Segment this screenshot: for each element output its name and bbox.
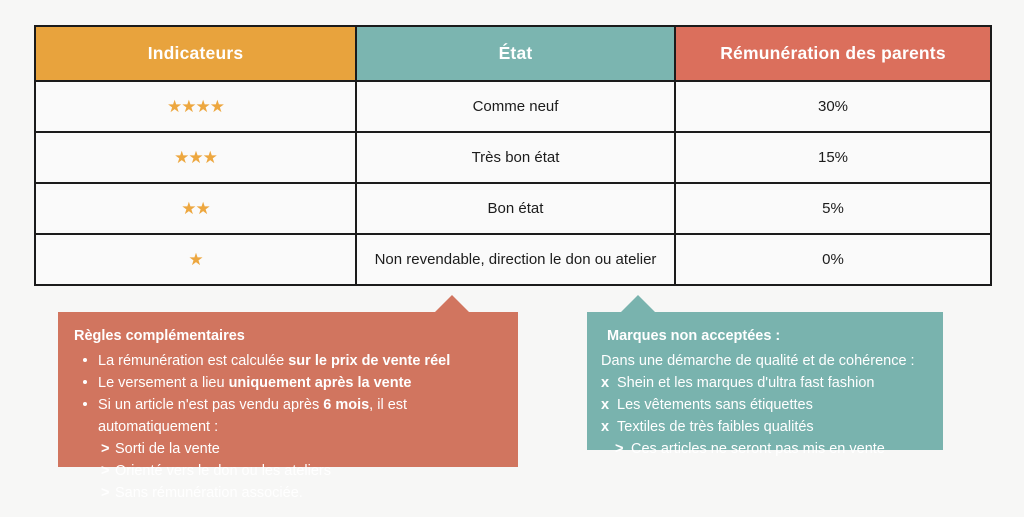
list-item: > Sorti de la vente	[68, 438, 502, 460]
cell-indicateur: ★	[34, 233, 357, 286]
x-mark-icon: x	[601, 418, 610, 435]
cell-indicateur: ★★★★	[34, 80, 357, 133]
star-rating-icon: ★★★★	[167, 96, 225, 116]
bullet-dot-icon	[83, 357, 87, 362]
subitem-text: Orienté vers le don ou les ateliers	[115, 462, 331, 479]
cell-remuneration: 30%	[674, 80, 992, 133]
list-item: > Sans rémunération associée.	[68, 482, 502, 504]
rules-callout: Règles complémentaires La rémunération e…	[58, 295, 518, 501]
list-item: La rémunération est calculée sur le prix…	[68, 350, 502, 372]
chevron-right-icon: >	[615, 440, 624, 457]
list-item: x Les vêtements sans étiquettes	[601, 394, 929, 416]
rules-subitem-list: > Sorti de la vente > Orienté vers le don …	[68, 438, 502, 504]
cell-etat: Comme neuf	[355, 80, 676, 133]
brands-excluded-list: x Shein et les marques d'ultra fast fashi…	[601, 372, 929, 460]
callout-tail-icon	[620, 295, 656, 313]
brands-callout-subtitle: Dans une démarche de qualité et de cohér…	[601, 352, 915, 369]
chevron-right-icon: >	[101, 440, 110, 457]
x-mark-icon: x	[601, 374, 610, 391]
table-row: ★ Non revendable, direction le don ou at…	[34, 233, 992, 286]
column-header-remuneration: Rémunération des parents	[674, 25, 992, 82]
excluded-item-text: Textiles de très faibles qualités	[617, 418, 814, 435]
cell-etat: Très bon état	[355, 131, 676, 184]
x-mark-icon: x	[601, 396, 610, 413]
cell-remuneration: 15%	[674, 131, 992, 184]
list-item: > Orienté vers le don ou les ateliers	[68, 460, 502, 482]
star-rating-icon: ★★★	[174, 147, 218, 167]
bullet-text-bold: sur le prix de vente réel	[288, 352, 451, 369]
bullet-dot-icon	[83, 379, 87, 384]
bullet-text-before: La rémunération est calculée	[98, 352, 289, 369]
callout-tail-icon	[434, 295, 470, 313]
list-item: Si un article n'est pas vendu après 6 mo…	[68, 394, 502, 438]
bullet-text-bold: uniquement après la vente	[228, 374, 412, 391]
table-row: ★★★★ Comme neuf 30%	[34, 80, 992, 133]
excluded-item-text: Shein et les marques d'ultra fast fashio…	[617, 374, 875, 391]
cell-remuneration: 5%	[674, 182, 992, 235]
remuneration-table-container: Indicateurs État Rémunération des parent…	[34, 25, 992, 286]
rules-callout-title: Règles complémentaires	[74, 328, 245, 344]
column-header-etat: État	[355, 25, 676, 82]
list-item: Le versement a lieu uniquement après la …	[68, 372, 502, 394]
chevron-right-icon: >	[101, 462, 110, 479]
cell-indicateur: ★★★	[34, 131, 357, 184]
subitem-text: Sorti de la vente	[115, 440, 220, 457]
bullet-text-before: Le versement a lieu	[98, 374, 229, 391]
column-header-indicateurs: Indicateurs	[34, 25, 357, 82]
star-rating-icon: ★	[188, 249, 203, 269]
table-header-row: Indicateurs État Rémunération des parent…	[34, 25, 992, 82]
chevron-right-icon: >	[101, 484, 110, 501]
brands-callout-title: Marques non acceptées :	[607, 328, 781, 344]
cell-remuneration: 0%	[674, 233, 992, 286]
brands-callout: Marques non acceptées : Dans une démarch…	[587, 295, 943, 457]
bullet-text-before: Si un article n'est pas vendu après	[98, 396, 324, 413]
cell-indicateur: ★★	[34, 182, 357, 235]
subitem-text: Sans rémunération associée.	[115, 484, 303, 501]
bullet-dot-icon	[83, 401, 87, 406]
rules-bullet-list: La rémunération est calculée sur le prix…	[68, 350, 502, 438]
footnote-text: Ces articles ne seront pas mis en vente	[631, 440, 885, 457]
bullet-text-bold: 6 mois	[323, 396, 370, 413]
excluded-item-text: Les vêtements sans étiquettes	[617, 396, 813, 413]
cell-etat: Bon état	[355, 182, 676, 235]
star-rating-icon: ★★	[181, 198, 211, 218]
table-row: ★★★ Très bon état 15%	[34, 131, 992, 184]
list-item: > Ces articles ne seront pas mis en vente	[601, 438, 929, 460]
remuneration-table: Indicateurs État Rémunération des parent…	[34, 25, 992, 286]
list-item: x Textiles de très faibles qualités	[601, 416, 929, 438]
table-row: ★★ Bon état 5%	[34, 182, 992, 235]
bullet-text-after: , il est automatiquement :	[98, 396, 408, 435]
list-item: x Shein et les marques d'ultra fast fashi…	[601, 372, 929, 394]
cell-etat: Non revendable, direction le don ou atel…	[355, 233, 676, 286]
